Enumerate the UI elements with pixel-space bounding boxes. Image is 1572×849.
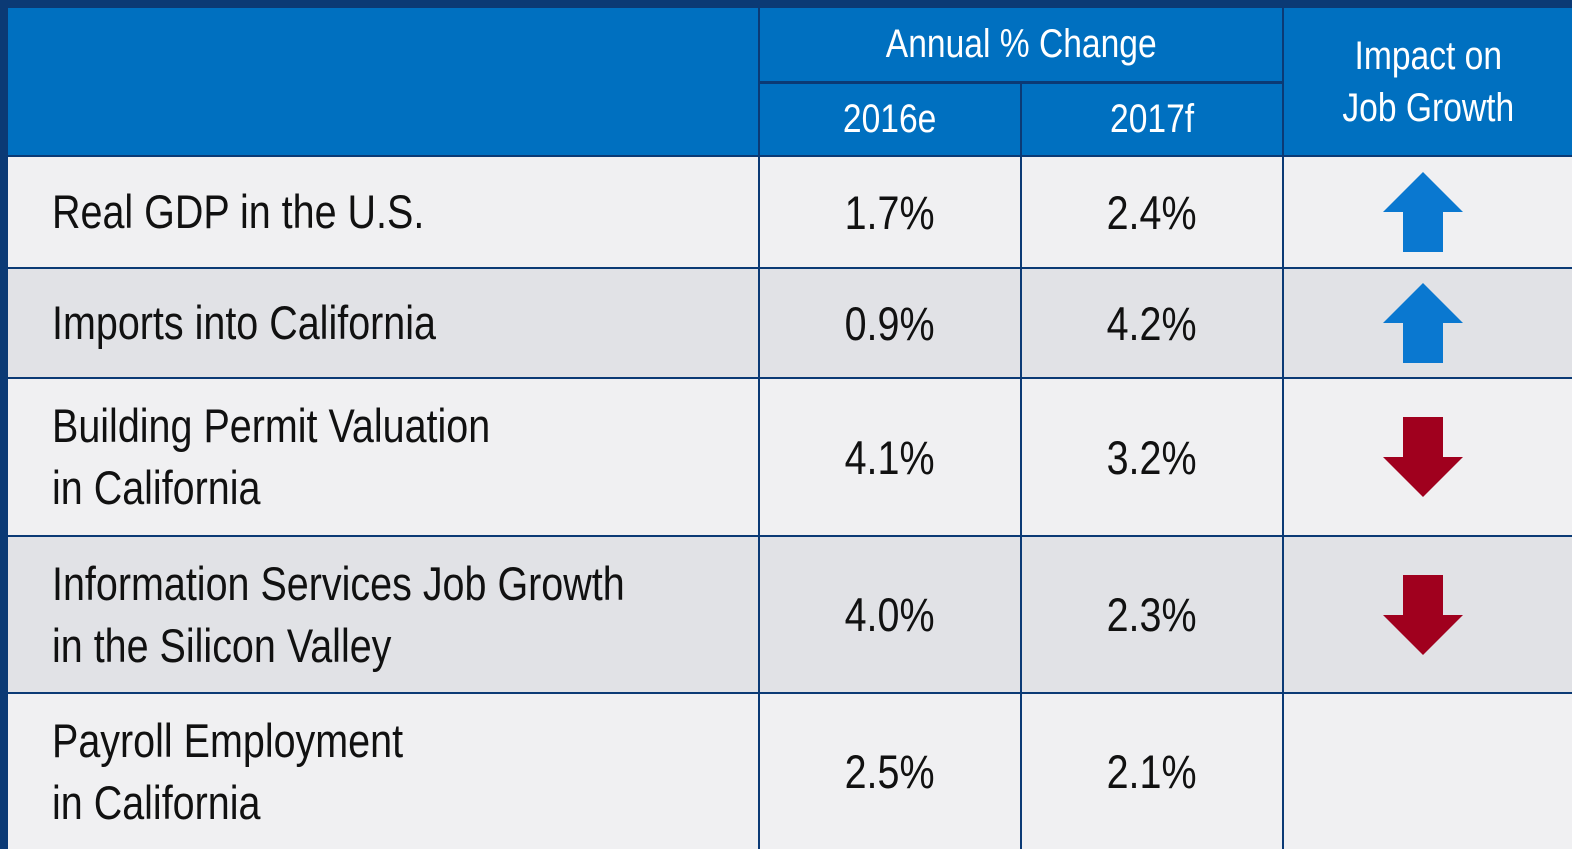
row-label-lines: Information Services Job Growth in the Si… [52, 553, 734, 677]
row-label-line: Building Permit Valuation [52, 399, 491, 452]
row-value-text: 4.0% [844, 588, 935, 641]
header-year-text: 2016e [843, 97, 937, 141]
row-value-text: 2.1% [1106, 745, 1197, 798]
row-impact [1284, 157, 1572, 267]
row-label-line: Imports into California [52, 296, 436, 349]
header-impact-lines: Impact on Job Growth [1326, 30, 1531, 134]
impact-arrow [1383, 172, 1463, 252]
header-impact-line: Impact on [1354, 33, 1502, 78]
header-year: 2017f [1022, 84, 1282, 155]
row-value-text: 4.2% [1106, 296, 1197, 350]
row-label: Building Permit Valuation in California [8, 379, 758, 535]
header-group: Annual % Change [760, 8, 1282, 81]
row-impact [1284, 269, 1572, 377]
row-value: 1.7% [760, 157, 1020, 267]
header-year: 2016e [760, 84, 1020, 155]
row-label-line: Real GDP in the U.S. [52, 185, 425, 238]
header-year-text: 2017f [1109, 97, 1195, 141]
row-impact [1284, 537, 1572, 692]
row-label-line: in California [52, 775, 261, 829]
row-value: 3.2% [1022, 379, 1282, 535]
row-value: 4.1% [760, 379, 1020, 535]
row-label-line: Information Services Job Growth [52, 556, 625, 610]
row-impact [1284, 379, 1572, 535]
row-value: 4.0% [760, 537, 1020, 692]
row-value: 2.5% [760, 694, 1020, 849]
row-label-line: in the Silicon Valley [52, 618, 392, 672]
header-impact-line: Job Growth [1342, 85, 1514, 130]
row-label-lines: Imports into California [52, 292, 509, 354]
row-label: Payroll Employment in California [8, 694, 758, 849]
arrow-shape [1383, 172, 1463, 252]
row-label-lines: Building Permit Valuation in California [52, 395, 574, 519]
header-impact: Impact on Job Growth [1284, 8, 1572, 155]
impact-arrow [1383, 417, 1463, 497]
row-label-line: Payroll Employment [52, 713, 404, 767]
arrow-shape [1383, 417, 1463, 497]
row-value: 2.1% [1022, 694, 1282, 849]
header-blank [8, 8, 758, 155]
row-label-line: in California [52, 461, 261, 514]
row-label-lines: Payroll Employment in California [52, 710, 470, 834]
row-label: Information Services Job Growth in the Si… [8, 537, 758, 692]
arrow-shape [1383, 283, 1463, 363]
row-value-text: 2.4% [1106, 185, 1197, 239]
row-value-text: 2.5% [844, 745, 935, 798]
row-value: 2.3% [1022, 537, 1282, 692]
row-value-text: 3.2% [1106, 430, 1197, 484]
row-value-text: 2.3% [1106, 588, 1197, 641]
row-impact [1284, 694, 1572, 849]
impact-arrow [1383, 574, 1463, 655]
row-value-text: 0.9% [844, 296, 935, 350]
row-label: Imports into California [8, 269, 758, 377]
row-value-text: 4.1% [844, 430, 935, 484]
row-value: 2.4% [1022, 157, 1282, 267]
impact-arrow [1383, 283, 1463, 363]
row-value: 0.9% [760, 269, 1020, 377]
header-group-text: Annual % Change [885, 22, 1157, 66]
row-value: 4.2% [1022, 269, 1282, 377]
arrow-shape [1383, 574, 1463, 655]
row-label: Real GDP in the U.S. [8, 157, 758, 267]
row-value-text: 1.7% [844, 185, 935, 239]
row-label-lines: Real GDP in the U.S. [52, 181, 495, 243]
